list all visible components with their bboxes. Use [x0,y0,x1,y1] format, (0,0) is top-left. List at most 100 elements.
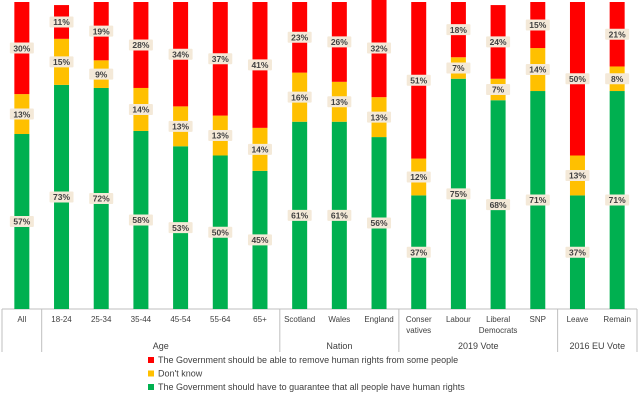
tick-label-4: 45-54 [170,315,191,324]
data-label-1-8: 13% [331,97,348,107]
data-label-0-14: 37% [569,247,586,257]
data-label-2-11: 18% [450,25,467,35]
data-label-bg-2-11 [446,24,471,36]
tick-label-14: Leave [567,315,589,324]
data-label-bg-2-4 [168,48,193,60]
data-label-0-15: 71% [609,195,626,205]
data-label-bg-2-6 [247,59,272,71]
data-label-bg-2-3 [128,39,153,51]
data-label-bg-1-7 [287,91,312,103]
data-label-bg-0-14 [565,246,590,258]
data-label-2-14: 50% [569,74,586,84]
legend-swatch-0 [148,357,154,363]
data-label-bg-0-9 [367,217,392,229]
tick-label-8: Wales [328,315,350,324]
data-label-bg-1-2 [89,68,114,80]
data-label-1-15: 8% [611,74,624,84]
tick-label-7: Scotland [284,315,315,324]
tick-label-12-1: Democrats [479,326,518,335]
tick-label-15: Remain [603,315,631,324]
data-label-bg-1-11 [446,62,471,74]
data-label-bg-1-1 [49,56,74,68]
data-label-2-1: 11% [53,17,70,27]
data-label-0-7: 61% [291,211,308,221]
data-label-0-13: 71% [529,195,546,205]
data-label-bg-0-2 [89,192,114,204]
data-label-0-12: 68% [490,200,507,210]
data-label-2-5: 37% [212,54,229,64]
data-label-bg-0-4 [168,222,193,234]
data-label-2-8: 26% [331,37,348,47]
tick-label-6: 65+ [253,315,267,324]
tick-label-5: 55-64 [210,315,231,324]
data-label-2-13: 15% [529,20,546,30]
data-label-bg-2-8 [327,36,352,48]
data-label-bg-1-15 [605,73,630,85]
data-label-0-9: 56% [371,218,388,228]
data-label-bg-2-1 [49,16,74,28]
data-label-bg-0-10 [406,246,431,258]
data-label-bg-0-15 [605,194,630,206]
data-label-1-2: 9% [95,69,108,79]
data-label-bg-1-5 [208,130,233,142]
data-label-bg-1-0 [9,108,34,120]
tick-label-0: All [17,315,26,324]
data-label-1-13: 14% [529,65,546,75]
tick-label-3: 35-44 [131,315,152,324]
data-label-bg-0-7 [287,209,312,221]
data-label-bg-2-13 [525,19,550,31]
data-label-2-9: 32% [371,43,388,53]
legend-label-2: The Government should have to guarantee … [158,382,465,392]
data-label-0-5: 50% [212,227,229,237]
group-label-3: 2019 Vote [458,341,499,351]
data-label-2-3: 28% [132,40,149,50]
group-label-4: 2016 EU Vote [570,341,626,351]
data-label-2-2: 19% [93,26,110,36]
data-label-0-11: 75% [450,189,467,199]
tick-label-9: England [364,315,393,324]
tick-label-10-0: Conser [406,315,432,324]
data-label-bg-1-13 [525,64,550,76]
data-label-bg-1-14 [565,169,590,181]
data-label-0-6: 45% [251,235,268,245]
data-label-2-7: 23% [291,33,308,43]
data-label-bg-1-9 [367,111,392,123]
data-label-bg-2-5 [208,53,233,65]
data-label-0-1: 73% [53,192,70,202]
data-label-1-5: 13% [212,131,229,141]
data-label-1-6: 14% [251,145,268,155]
tick-label-12-0: Liberal [486,315,510,324]
data-label-1-7: 16% [291,92,308,102]
data-label-bg-2-7 [287,31,312,43]
data-label-bg-0-5 [208,226,233,238]
data-label-1-0: 13% [13,109,30,119]
data-label-0-4: 53% [172,223,189,233]
legend-label-0: The Government should be able to remove … [158,355,458,365]
data-label-2-6: 41% [251,60,268,70]
data-label-0-3: 58% [132,215,149,225]
tick-label-2: 25-34 [91,315,112,324]
data-label-1-4: 13% [172,122,189,132]
data-label-1-3: 14% [132,105,149,115]
data-label-0-10: 37% [410,247,427,257]
data-label-bg-0-6 [247,234,272,246]
data-label-bg-2-12 [486,36,511,48]
data-label-bg-2-10 [406,74,431,86]
legend-swatch-1 [148,370,154,377]
data-label-1-11: 7% [452,63,465,73]
data-label-2-12: 24% [490,37,507,47]
data-label-0-0: 57% [13,217,30,227]
data-label-bg-0-1 [49,191,74,203]
data-label-0-8: 61% [331,211,348,221]
data-label-bg-0-13 [525,194,550,206]
data-label-bg-0-12 [486,199,511,211]
data-label-bg-1-6 [247,143,272,155]
data-label-2-4: 34% [172,49,189,59]
data-label-bg-2-0 [9,42,34,54]
data-label-bg-2-15 [605,28,630,40]
data-label-bg-0-3 [128,214,153,226]
data-label-2-10: 51% [410,75,427,85]
data-label-1-12: 7% [492,85,505,95]
tick-label-13: SNP [530,315,546,324]
